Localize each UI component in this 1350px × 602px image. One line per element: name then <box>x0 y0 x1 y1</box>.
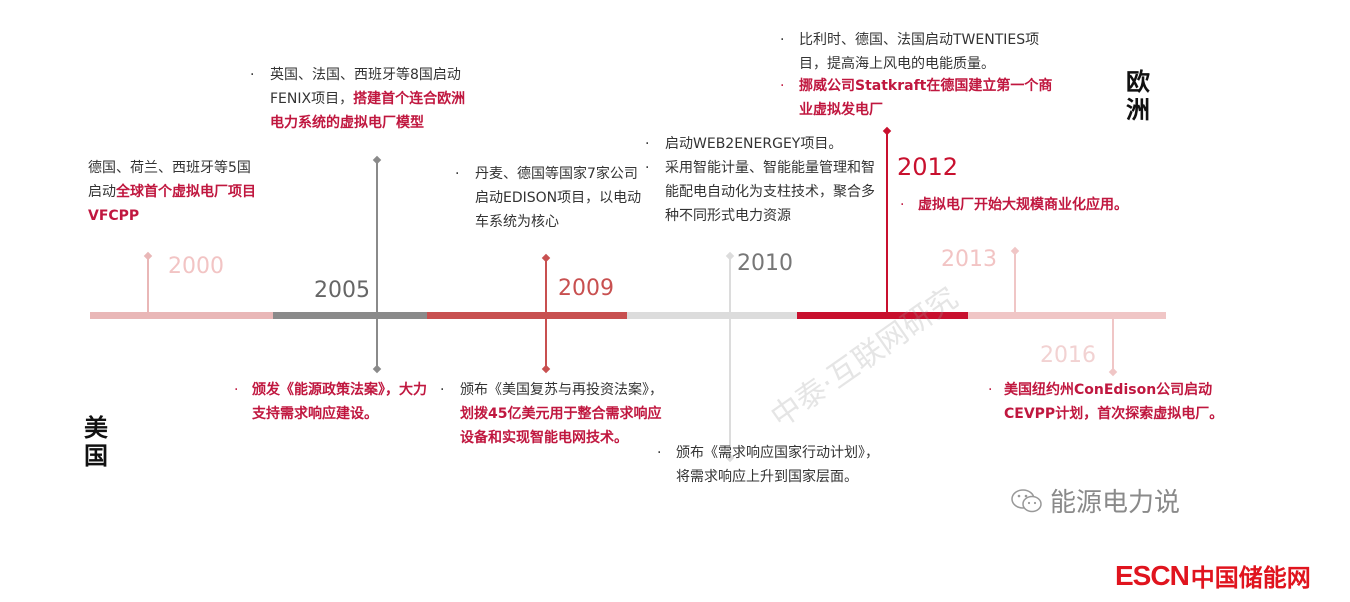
bullet: · <box>645 160 650 176</box>
timeline-segment-2000 <box>90 312 273 319</box>
event-2013-europe-item1: 比利时、德国、法国启动TWENTIES项目，提高海上风电的电能质量。 <box>799 28 1049 76</box>
event-2009-europe: 丹麦、德国等国家7家公司启动EDISON项目，以电动车系统为核心 <box>475 162 645 234</box>
watermark: 中泰·互联网研究 <box>764 280 965 436</box>
timeline-segment-2012 <box>797 312 968 319</box>
bullet: · <box>900 197 905 213</box>
event-highlight: 挪威公司Statkraft在德国建立第一个商业虚拟发电厂 <box>799 78 1053 118</box>
escn-logo: ESCN 中国储能网 <box>1115 558 1311 593</box>
event-text: 颁布《需求响应国家行动计划》，将需求响应上升到国家层面。 <box>676 445 879 485</box>
region-label-europe: 欧洲 <box>1126 68 1150 124</box>
event-text: 英国、法国、西班牙等8国启动FENIX项目， <box>270 67 461 107</box>
diamond-2009-bottom <box>541 364 551 374</box>
diamond-2016-bottom <box>1108 367 1118 377</box>
arrow-tip-2013 <box>1010 246 1020 256</box>
diamond-2005-top <box>372 155 382 165</box>
connector-2016 <box>1112 318 1114 372</box>
year-label-2009: 2009 <box>558 276 614 301</box>
logo-chinese: 中国储能网 <box>1190 564 1311 592</box>
event-2005-europe: 英国、法国、西班牙等8国启动FENIX项目，搭建首个连合欧洲电力系统的虚拟电厂模… <box>270 63 475 135</box>
event-text: 采用智能计量、智能能量管理和智能配电自动化为支柱技术，聚合多种不同形式电力资源 <box>665 160 875 224</box>
timeline-segment-2009 <box>427 312 627 319</box>
event-text: 丹麦、德国等国家7家公司启动EDISON项目，以电动车系统为核心 <box>475 166 642 230</box>
diamond-2009-top <box>541 253 551 263</box>
event-text: 比利时、德国、法国启动TWENTIES项目，提高海上风电的电能质量。 <box>799 32 1040 72</box>
year-label-2016: 2016 <box>1040 343 1096 368</box>
event-2005-usa: 颁发《能源政策法案》，大力支持需求响应建设。 <box>252 378 427 426</box>
year-label-2010: 2010 <box>737 251 793 276</box>
wechat-account-name: 能源电力说 <box>1050 488 1181 518</box>
region-label-usa: 美国 <box>84 414 108 470</box>
event-text: 颁布《美国复苏与再投资法案》， <box>460 382 663 398</box>
year-label-2013: 2013 <box>941 247 997 272</box>
event-2010-usa: 颁布《需求响应国家行动计划》，将需求响应上升到国家层面。 <box>676 441 891 489</box>
connector-2012 <box>886 131 888 313</box>
bullet: · <box>440 382 445 398</box>
event-2009-usa: 颁布《美国复苏与再投资法案》， 划拨45亿美元用于整合需求响应设备和实现智能电网技… <box>460 378 668 450</box>
diamond-2010-top <box>725 251 735 261</box>
event-highlight: 搭建首个连合欧洲电力系统的虚拟电厂模型 <box>270 91 466 131</box>
connector-2010 <box>729 256 731 458</box>
bullet: · <box>780 78 785 94</box>
year-label-2000: 2000 <box>168 254 224 279</box>
event-highlight: 全球首个虚拟电厂项目VFCPP <box>88 184 256 224</box>
bullet: · <box>455 166 460 182</box>
event-highlight: 颁发《能源政策法案》，大力支持需求响应建设。 <box>252 382 427 422</box>
connector-2009 <box>545 258 547 370</box>
bullet: · <box>645 136 650 152</box>
event-2000-europe: 德国、荷兰、西班牙等5国启动全球首个虚拟电厂项目VFCPP <box>88 156 256 228</box>
event-2016-usa: 美国纽约州ConEdison公司启动CEVPP计划，首次探索虚拟电厂。 <box>1004 378 1239 426</box>
event-2012-europe: 虚拟电厂开始大规模商业化应用。 <box>918 193 1158 217</box>
bullet: · <box>250 67 255 83</box>
event-highlight: 美国纽约州ConEdison公司启动CEVPP计划，首次探索虚拟电厂。 <box>1004 382 1224 422</box>
event-2010-europe-item1: 启动WEB2ENERGEY项目。 <box>665 132 880 156</box>
bullet: · <box>657 445 662 461</box>
event-2013-europe-item2: 挪威公司Statkraft在德国建立第一个商业虚拟发电厂 <box>799 74 1054 122</box>
timeline-segment-2013 <box>968 312 1166 319</box>
event-2010-europe-item2: 采用智能计量、智能能量管理和智能配电自动化为支柱技术，聚合多种不同形式电力资源 <box>665 156 880 228</box>
timeline-segment-2005 <box>273 312 427 319</box>
event-text: 德国、荷兰、西班牙等5国启动 <box>88 160 251 200</box>
wechat-account: 能源电力说 <box>1010 482 1180 519</box>
connector-2000 <box>147 256 149 314</box>
arrow-tip-2000 <box>143 251 153 261</box>
diamond-2012-top <box>882 126 892 136</box>
timeline-segment-2010 <box>627 312 797 319</box>
year-label-2012: 2012 <box>897 153 959 181</box>
logo-latin: ESCN <box>1115 559 1190 591</box>
event-highlight: 划拨45亿美元用于整合需求响应设备和实现智能电网技术。 <box>460 406 662 446</box>
event-text: 启动WEB2ENERGEY项目。 <box>665 136 843 152</box>
wechat-icon <box>1011 488 1042 512</box>
event-highlight: 虚拟电厂开始大规模商业化应用。 <box>918 197 1128 213</box>
connector-2013 <box>1014 251 1016 313</box>
bullet: · <box>988 382 993 398</box>
bullet: · <box>780 32 785 48</box>
year-label-2005: 2005 <box>314 278 370 303</box>
connector-2005 <box>376 160 378 370</box>
diamond-2005-bottom <box>372 364 382 374</box>
bullet: · <box>234 382 239 398</box>
